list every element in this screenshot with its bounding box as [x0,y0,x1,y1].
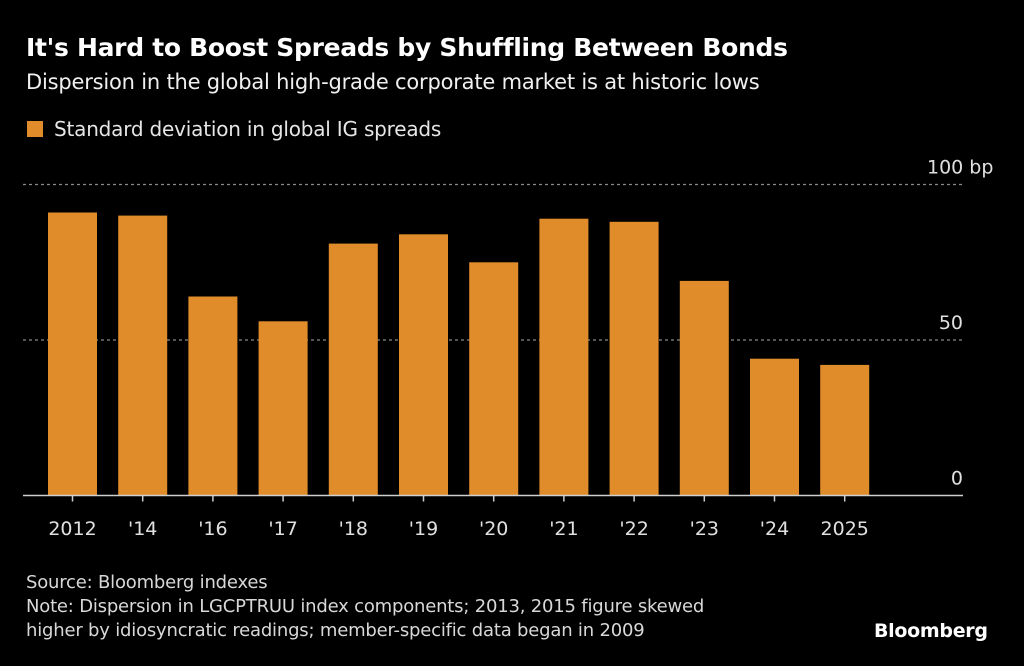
x-tick-label: '24 [760,518,789,540]
y-tick-label: 0 [951,468,963,490]
legend-swatch [27,121,43,137]
bar-22 [609,221,659,496]
x-tick-label: 2025 [821,518,869,540]
chart-subtitle: Dispersion in the global high-grade corp… [26,70,760,94]
x-tick-label: '23 [690,518,719,540]
bar-16 [188,296,238,496]
bar-20 [469,262,519,496]
x-tick-label: 2012 [48,518,96,540]
legend: Standard deviation in global IG spreads [27,117,441,141]
bar-14 [118,215,168,496]
note-text-line-1: Note: Dispersion in LGCPTRUU index compo… [26,596,705,617]
x-tick-label: '21 [549,518,578,540]
bloomberg-logo: Bloomberg [874,620,988,642]
source-text: Source: Bloomberg indexes [26,572,268,593]
legend-label: Standard deviation in global IG spreads [54,117,442,141]
chart-title: It's Hard to Boost Spreads by Shuffling … [26,33,788,62]
bar-23 [679,280,729,496]
x-tick-label: '22 [619,518,648,540]
bar-18 [328,243,378,496]
bars [48,212,870,496]
x-tick-label: '18 [339,518,368,540]
x-axis: 2012 '14 '16 '17 '18 '19 '20 '21 '22 '23 '24 2025 [23,494,963,540]
x-tick-label: '16 [198,518,227,540]
x-tick-label: '17 [268,518,297,540]
bar-24 [750,358,799,496]
x-tick-label: '20 [479,518,508,540]
x-tick-label: '19 [409,518,438,540]
note-text-line-2: higher by idiosyncratic readings; member… [26,620,645,641]
y-tick-label: 50 [939,312,963,334]
x-tick-label: '14 [128,518,157,540]
y-axis-labels: 0 50 100 bp [927,157,993,490]
bar-2012 [48,212,97,496]
bar-21 [539,218,589,496]
y-tick-label: 100 bp [927,157,993,179]
bar-17 [258,321,308,496]
chart-footer: Source: Bloomberg indexes Note: Dispersi… [26,571,704,643]
bar-19 [399,234,448,496]
bar-2025 [820,364,870,496]
